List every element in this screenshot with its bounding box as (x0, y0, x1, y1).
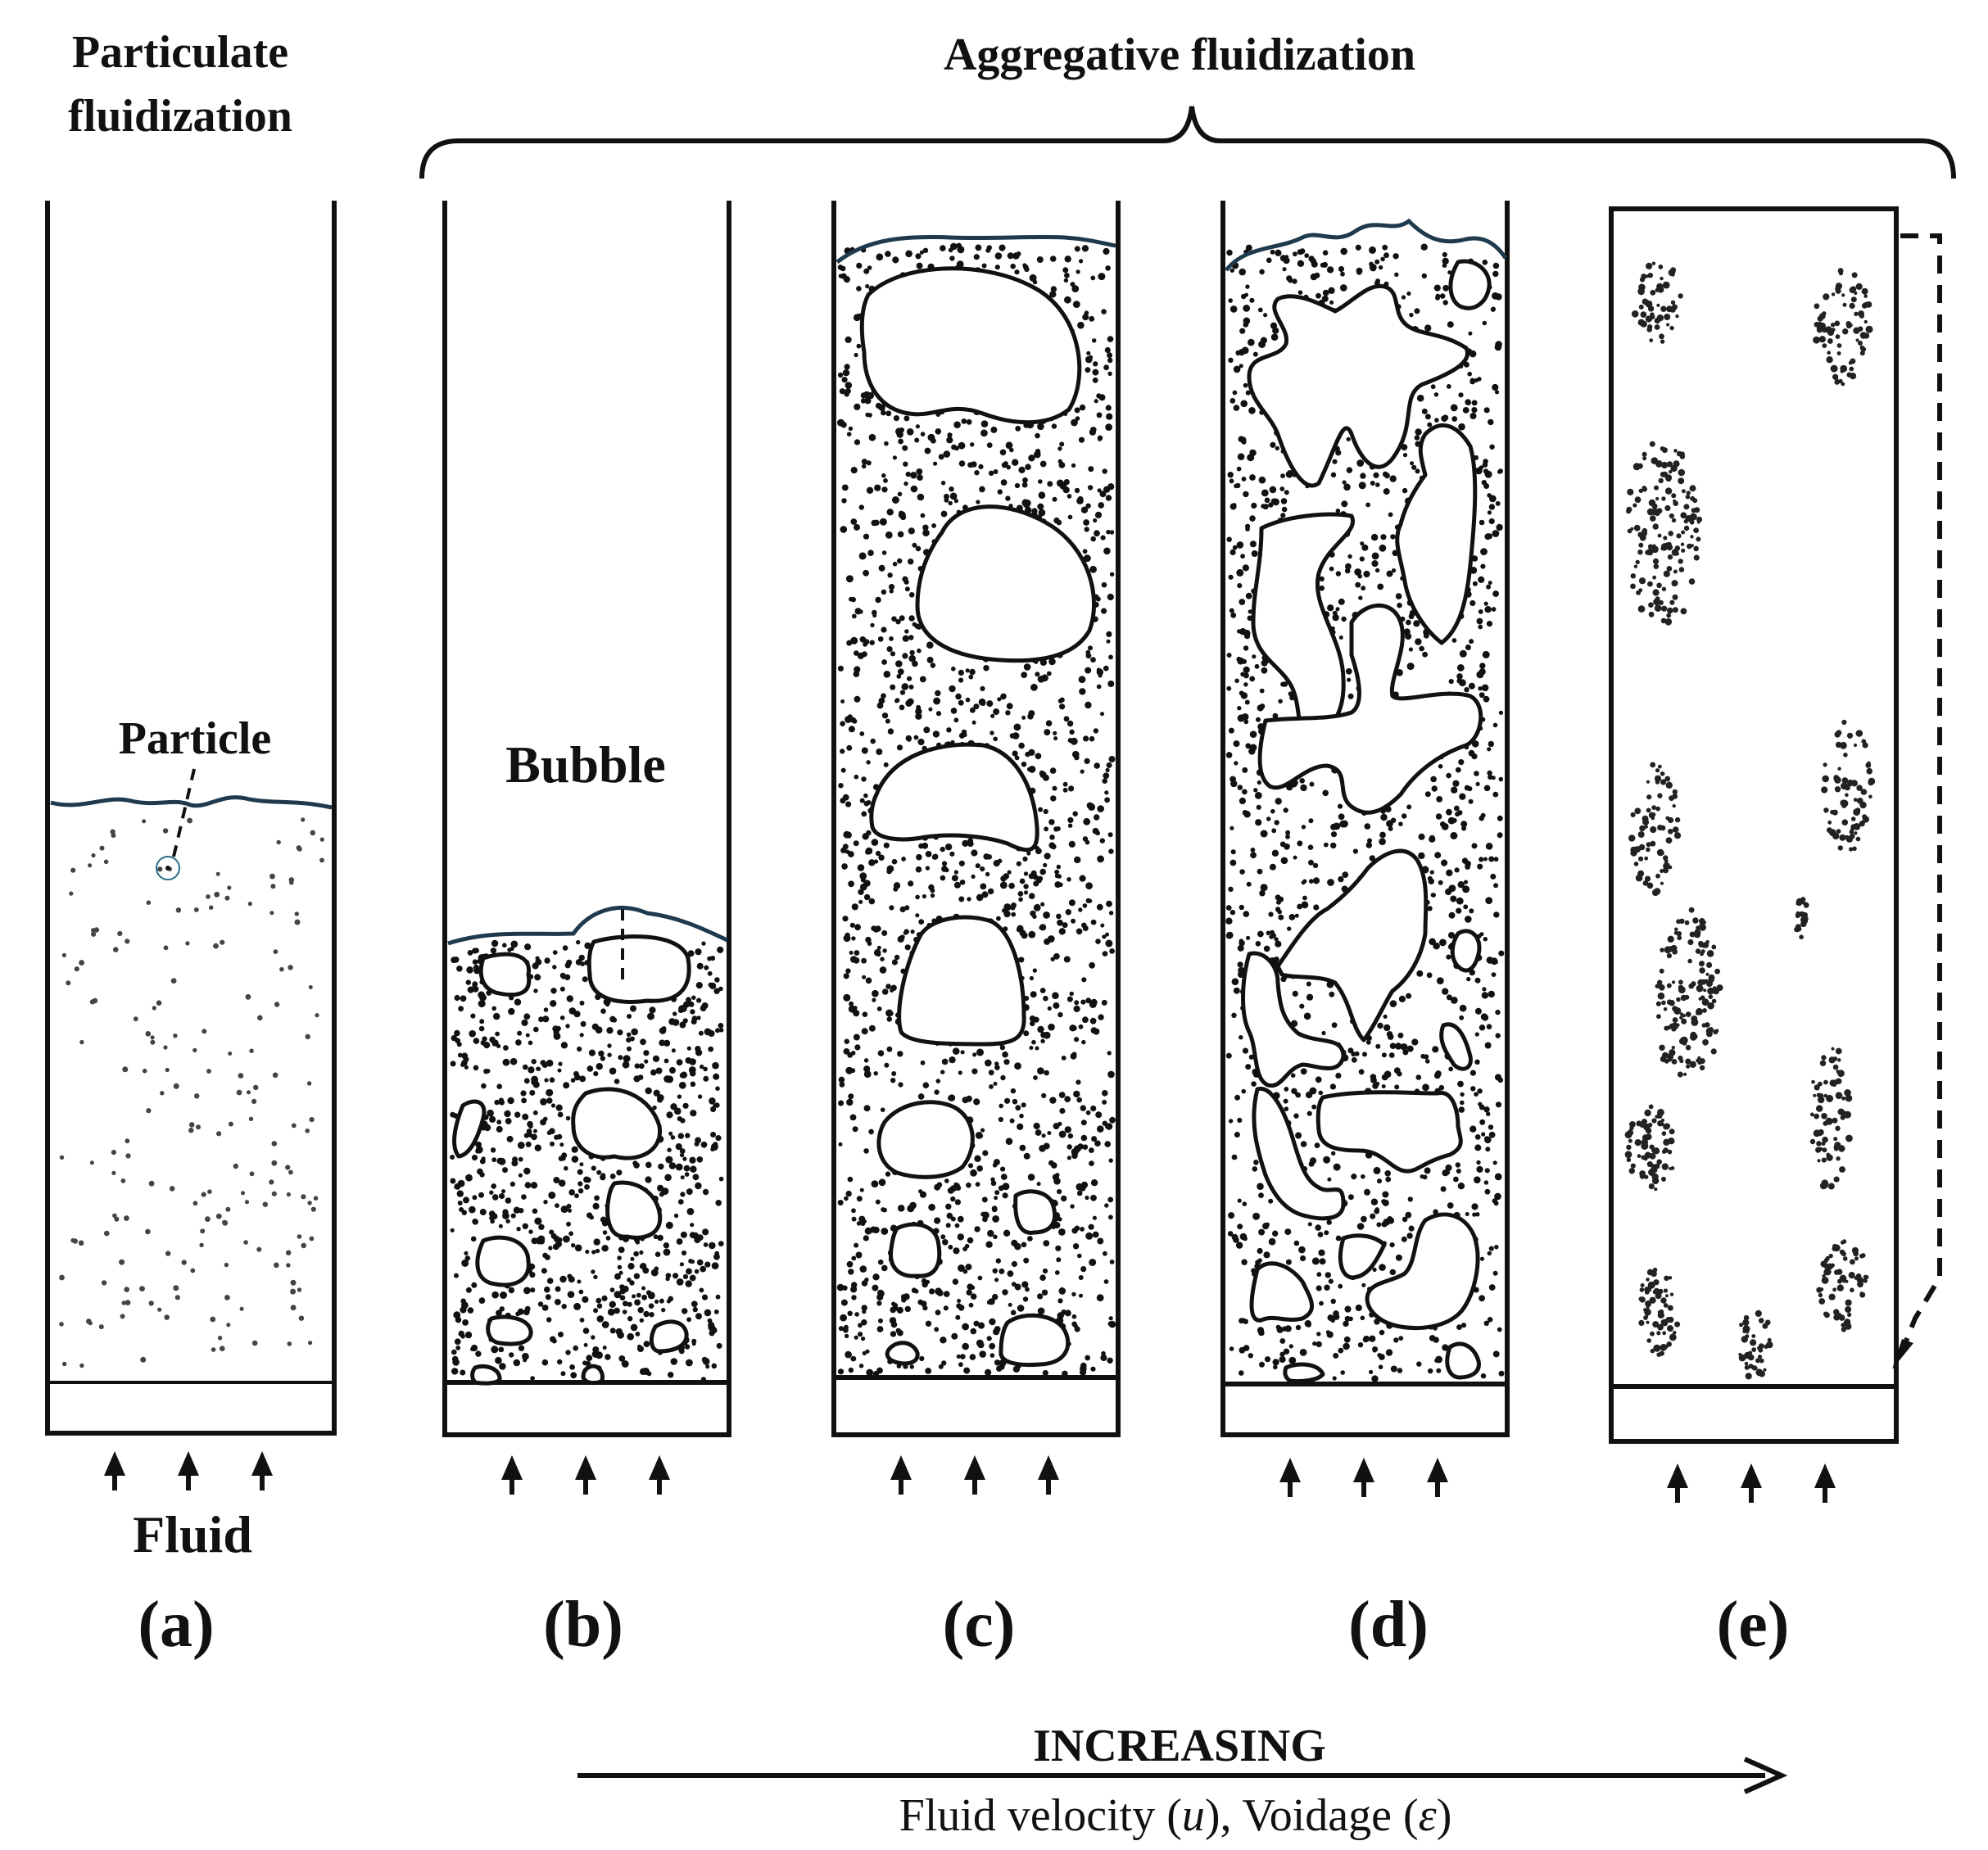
caption-a: (a) (138, 1589, 214, 1661)
caption-e: (e) (1717, 1589, 1790, 1661)
panel-c (831, 201, 1121, 1437)
caption-c: (c) (943, 1589, 1016, 1661)
aggregative-brace (419, 106, 1956, 179)
increasing-label: INCREASING (1033, 1721, 1326, 1771)
panel-a: Particle (45, 201, 337, 1436)
caption-d: (d) (1348, 1589, 1429, 1661)
recirculation-dashed-line (1896, 233, 1942, 1361)
fluid-label: Fluid (133, 1505, 252, 1563)
aggregative-title: Aggregative fluidization (944, 29, 1415, 80)
particulate-title-line1: Particulate (72, 27, 288, 78)
bubbles-d (1241, 259, 1492, 1384)
particulate-title-line2: fluidization (68, 91, 292, 142)
fluid-inlet-arrows (104, 1451, 1836, 1503)
bubble-label: Bubble (505, 735, 666, 794)
bubbles-b (452, 934, 691, 1386)
panel-b: Bubble (442, 201, 731, 1437)
panel-d (1220, 201, 1510, 1437)
particle-clusters-e (1624, 261, 1876, 1380)
bubbles-c (859, 266, 1097, 1368)
recirculation-arrowhead (1892, 1339, 1913, 1369)
particle-dots-a (59, 817, 324, 1368)
particle-label: Particle (119, 713, 272, 764)
caption-b: (b) (543, 1589, 623, 1661)
trend-variables-label: Fluid velocity (u), Voidage (ε) (899, 1790, 1452, 1841)
particle-highlight-circle (156, 856, 180, 880)
increasing-arrow-head (1743, 1757, 1788, 1794)
panel-e (1609, 206, 1942, 1444)
particle-dots-b (450, 939, 724, 1382)
panel-captions: (a) (b) (c) (d) (e) (138, 1589, 1789, 1661)
